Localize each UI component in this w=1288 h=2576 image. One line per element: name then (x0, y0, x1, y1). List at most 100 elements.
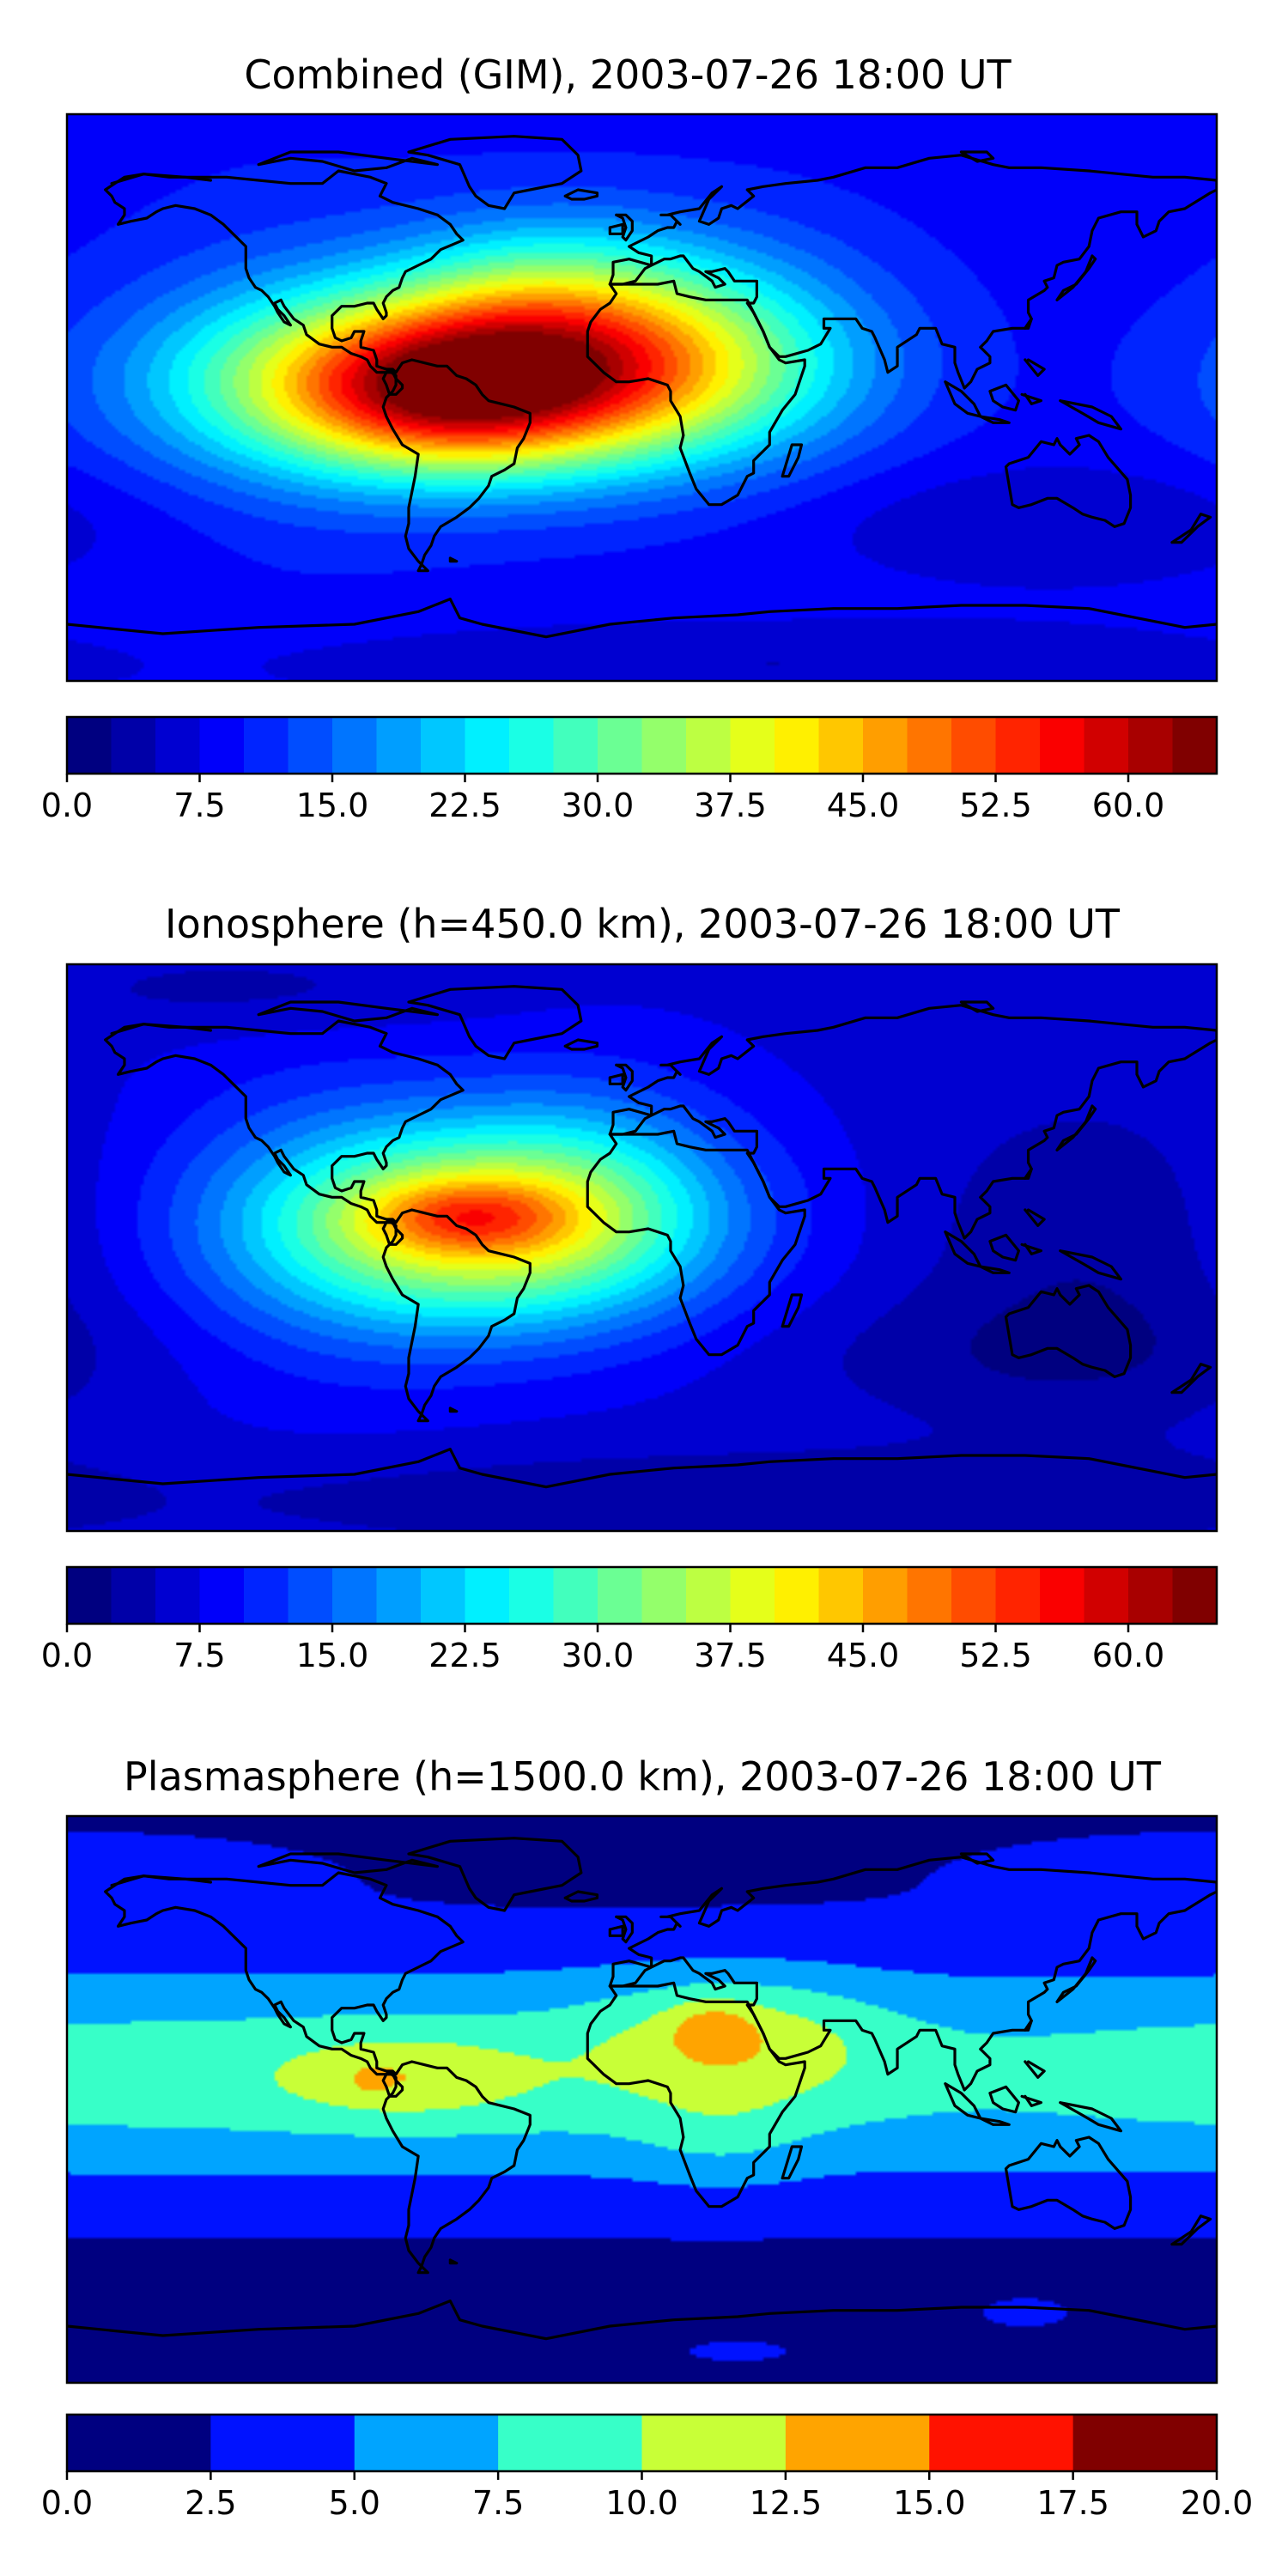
map-frame (65, 112, 1218, 683)
map-frame (65, 963, 1218, 1533)
colorbar-tick-label: 22.5 (428, 1637, 501, 1674)
colorbar-segment (199, 717, 245, 774)
colorbar-segment (155, 717, 201, 774)
colorbar-segment (641, 717, 687, 774)
panel-plasmasphere: Plasmasphere (h=1500.0 km), 2003-07-26 1… (41, 1753, 1254, 2522)
colorbar-tick-label: 52.5 (959, 1637, 1032, 1674)
colorbar-segment (421, 1567, 466, 1624)
colorbar-segment (421, 717, 466, 774)
colorbar-segment (288, 1567, 333, 1624)
colorbar-tick-label: 60.0 (1092, 1637, 1165, 1674)
chart-title: Ionosphere (h=450.0 km), 2003-07-26 18:0… (165, 901, 1121, 947)
colorbar-frame (65, 1565, 1218, 1625)
colorbar-segment (951, 717, 997, 774)
colorbar-tick-label: 30.0 (562, 787, 635, 824)
colorbar-segment (775, 1567, 820, 1624)
colorbar-tick-label: 7.5 (173, 1637, 225, 1674)
colorbar-segment (553, 1567, 598, 1624)
colorbar-segment (598, 717, 643, 774)
map-area (65, 963, 1218, 1533)
colorbar-tick-label: 17.5 (1036, 2484, 1109, 2522)
colorbar-tick-label: 10.0 (605, 2484, 678, 2522)
colorbar-segment (785, 2415, 930, 2471)
colorbar-segment (863, 1567, 908, 1624)
colorbar-tick-label: 0.0 (41, 787, 93, 824)
field-heatmap (67, 1816, 1217, 2383)
chart-title: Plasmasphere (h=1500.0 km), 2003-07-26 1… (124, 1753, 1162, 1800)
colorbar-tick-label: 52.5 (959, 787, 1032, 824)
colorbar-tick-label: 37.5 (694, 1637, 767, 1674)
colorbar-tick-label: 15.0 (893, 2484, 966, 2522)
colorbar-segment (1084, 1567, 1129, 1624)
colorbar-tick-label: 0.0 (41, 1637, 93, 1674)
colorbar-segment (1172, 717, 1218, 774)
colorbar-segment (641, 2415, 787, 2471)
colorbar-segment (907, 1567, 952, 1624)
colorbar-segment (354, 2415, 499, 2471)
map-area (65, 1814, 1218, 2385)
colorbar-segment (1128, 1567, 1174, 1624)
colorbar-segment (730, 1567, 775, 1624)
colorbar-segment (598, 1567, 643, 1624)
colorbar-tick-label: 45.0 (827, 787, 900, 824)
colorbar-segment (509, 717, 555, 774)
colorbar-tick-label: 30.0 (562, 1637, 635, 1674)
map-frame (65, 1814, 1218, 2385)
colorbar-segment (199, 1567, 245, 1624)
colorbar-segment (288, 717, 333, 774)
colorbar-segment (111, 717, 156, 774)
map-area (65, 112, 1218, 683)
colorbar-segment (818, 1567, 864, 1624)
colorbar-segment (111, 1567, 156, 1624)
colorbar-segment (1172, 1567, 1218, 1624)
colorbar-segment (465, 1567, 510, 1624)
colorbar-tick-label: 5.0 (329, 2484, 380, 2522)
colorbar-segment (553, 717, 598, 774)
field-heatmap (67, 114, 1217, 681)
colorbar-tick-label: 7.5 (472, 2484, 524, 2522)
colorbar-segment (641, 1567, 687, 1624)
colorbar-tick-label: 0.0 (41, 2484, 93, 2522)
colorbar-segment (498, 2415, 643, 2471)
colorbar-segment (509, 1567, 555, 1624)
colorbar-segment (67, 1567, 112, 1624)
colorbar-segment (332, 717, 378, 774)
colorbar-tick-label: 15.0 (296, 787, 369, 824)
colorbar-segment (1040, 717, 1085, 774)
colorbar-segment (244, 717, 289, 774)
colorbar-segment (929, 2415, 1074, 2471)
colorbar-segment (376, 717, 422, 774)
colorbar-tick-label: 12.5 (750, 2484, 823, 2522)
colorbar-segment (155, 1567, 201, 1624)
panel-combined-gim: Combined (GIM), 2003-07-26 18:00 UT 0.0 7… (41, 52, 1218, 824)
colorbar-segment (995, 1567, 1041, 1624)
colorbar-segment (686, 1567, 732, 1624)
colorbar-segment (1072, 2415, 1218, 2471)
panel-ionosphere: Ionosphere (h=450.0 km), 2003-07-26 18:0… (41, 901, 1218, 1674)
colorbar-segment (67, 2415, 211, 2471)
colorbar: 0.0 2.5 5.0 7.5 10.0 12.5 15.0 17.5 20.0 (41, 2413, 1254, 2522)
colorbar-segment (244, 1567, 289, 1624)
colorbar-segment (1040, 1567, 1085, 1624)
colorbar-tick-label: 20.0 (1181, 2484, 1254, 2522)
colorbar: 0.0 7.5 15.0 22.5 30.0 37.5 45.0 52.5 60.0 (41, 715, 1218, 824)
colorbar-segment (465, 717, 510, 774)
colorbar-segment (376, 1567, 422, 1624)
colorbar-segment (907, 717, 952, 774)
colorbar-segment (1084, 717, 1129, 774)
colorbar-segment (775, 717, 820, 774)
colorbar-segment (995, 717, 1041, 774)
colorbar-tick-label: 60.0 (1092, 787, 1165, 824)
colorbar-segment (863, 717, 908, 774)
colorbar-tick-label: 2.5 (185, 2484, 236, 2522)
colorbar-segment (332, 1567, 378, 1624)
colorbar-tick-label: 37.5 (694, 787, 767, 824)
colorbar-tick-label: 15.0 (296, 1637, 369, 1674)
colorbar-tick-label: 45.0 (827, 1637, 900, 1674)
colorbar-segment (686, 717, 732, 774)
colorbar-tick-label: 7.5 (173, 787, 225, 824)
colorbar: 0.0 7.5 15.0 22.5 30.0 37.5 45.0 52.5 60.0 (41, 1565, 1218, 1674)
colorbar-segment (730, 717, 775, 774)
colorbar-segment (818, 717, 864, 774)
